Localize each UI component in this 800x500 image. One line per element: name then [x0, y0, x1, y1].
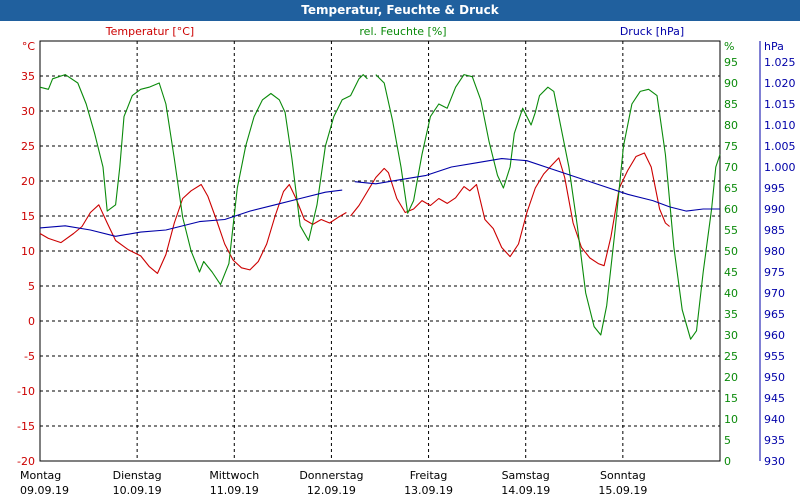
y-axis-unit-temp: °C	[22, 40, 36, 53]
y-tick-label-temp: -15	[17, 420, 35, 433]
y-tick-label-hum: 0	[724, 455, 731, 468]
y-tick-label-hum: 90	[724, 77, 738, 90]
y-tick-label-temp: -10	[17, 385, 35, 398]
series-line-press	[354, 158, 720, 212]
y-tick-label-temp: 0	[28, 315, 35, 328]
y-tick-label-press: 950	[764, 371, 785, 384]
chart-title: Temperatur, Feuchte & Druck	[0, 0, 800, 21]
y-tick-label-press: 1.010	[764, 119, 796, 132]
y-tick-label-press: 995	[764, 182, 785, 195]
y-tick-label-press: 1.005	[764, 140, 796, 153]
y-tick-label-press: 1.015	[764, 98, 796, 111]
plot-frame	[39, 40, 721, 462]
y-tick-label-press: 975	[764, 266, 785, 279]
y-tick-label-temp: 20	[21, 175, 35, 188]
y-tick-label-hum: 25	[724, 350, 738, 363]
series-line-hum	[39, 74, 368, 286]
y-tick-label-hum: 65	[724, 182, 738, 195]
y-tick-label-hum: 70	[724, 161, 738, 174]
y-tick-label-press: 945	[764, 392, 785, 405]
y-tick-label-hum: 50	[724, 245, 738, 258]
y-tick-label-press: 1.000	[764, 161, 796, 174]
y-tick-label-press: 1.020	[764, 77, 796, 90]
y-tick-label-press: 970	[764, 287, 785, 300]
y-tick-label-hum: 75	[724, 140, 738, 153]
x-tick-day: Dienstag	[113, 469, 162, 482]
x-tick-day: Montag	[20, 469, 61, 482]
x-tick-date: 10.09.19	[113, 484, 162, 497]
x-tick-date: 14.09.19	[501, 484, 550, 497]
y-tick-label-press: 955	[764, 350, 785, 363]
y-tick-label-press: 985	[764, 224, 785, 237]
y-tick-label-hum: 35	[724, 308, 738, 321]
legend-temp: Temperatur [°C]	[105, 25, 194, 38]
x-tick-day: Mittwoch	[209, 469, 259, 482]
legend-hum: rel. Feuchte [%]	[359, 25, 446, 38]
y-tick-label-hum: 45	[724, 266, 738, 279]
y-tick-label-press: 965	[764, 308, 785, 321]
y-tick-label-temp: 30	[21, 105, 35, 118]
x-tick-day: Samstag	[502, 469, 550, 482]
y-tick-label-hum: 30	[724, 329, 738, 342]
y-axis-unit-hum: %	[724, 40, 734, 53]
x-tick-date: 13.09.19	[404, 484, 453, 497]
y-tick-label-temp: 35	[21, 70, 35, 83]
y-tick-label-press: 930	[764, 455, 785, 468]
y-tick-label-temp: 10	[21, 245, 35, 258]
y-tick-label-hum: 60	[724, 203, 738, 216]
y-tick-label-temp: 25	[21, 140, 35, 153]
y-tick-label-press: 960	[764, 329, 785, 342]
y-tick-label-hum: 55	[724, 224, 738, 237]
y-axis-unit-press: hPa	[764, 40, 784, 53]
y-tick-label-press: 940	[764, 413, 785, 426]
y-tick-label-press: 935	[764, 434, 785, 447]
series-line-temp	[350, 152, 670, 267]
y-tick-label-temp: 15	[21, 210, 35, 223]
y-tick-label-temp: 5	[28, 280, 35, 293]
x-tick-day: Donnerstag	[299, 469, 363, 482]
x-tick-date: 11.09.19	[210, 484, 259, 497]
y-tick-label-press: 1.025	[764, 56, 796, 69]
x-tick-day: Sonntag	[600, 469, 646, 482]
y-tick-label-hum: 95	[724, 56, 738, 69]
y-tick-label-hum: 40	[724, 287, 738, 300]
y-tick-label-hum: 5	[724, 434, 731, 447]
y-tick-label-hum: 15	[724, 392, 738, 405]
legend-press: Druck [hPa]	[620, 25, 684, 38]
x-tick-day: Freitag	[410, 469, 448, 482]
y-tick-label-press: 980	[764, 245, 785, 258]
series-line-hum	[375, 74, 721, 340]
y-tick-label-hum: 10	[724, 413, 738, 426]
x-tick-date: 15.09.19	[598, 484, 647, 497]
x-tick-date: 12.09.19	[307, 484, 356, 497]
y-tick-label-hum: 80	[724, 119, 738, 132]
y-tick-label-temp: -5	[24, 350, 35, 363]
series-line-press	[39, 189, 343, 237]
y-tick-label-press: 990	[764, 203, 785, 216]
x-tick-date: 09.09.19	[20, 484, 69, 497]
y-tick-label-temp: -20	[17, 455, 35, 468]
y-tick-label-hum: 85	[724, 98, 738, 111]
y-tick-label-hum: 20	[724, 371, 738, 384]
